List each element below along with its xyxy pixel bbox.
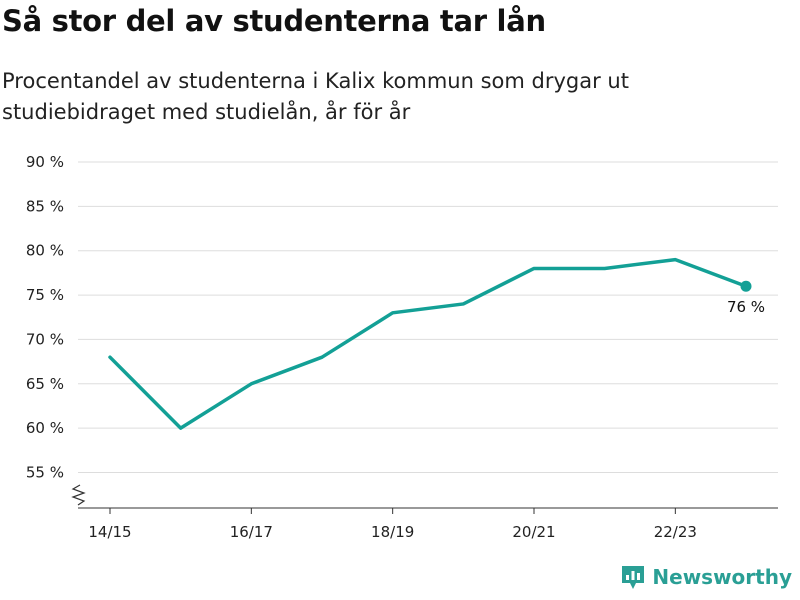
- y-tick-label-65: 65 %: [26, 375, 64, 393]
- x-axis: 14/15 16/17 18/19 20/21 22/23: [71, 484, 778, 541]
- brand-name: Newsworthy: [652, 565, 792, 589]
- last-point-label: 76 %: [727, 298, 765, 316]
- y-tick-label-80: 80 %: [26, 242, 64, 260]
- y-tick-label-85: 85 %: [26, 197, 64, 215]
- x-tick-label-20/21: 20/21: [512, 523, 555, 541]
- y-tick-label-70: 70 %: [26, 330, 64, 348]
- x-tick-label-18/19: 18/19: [371, 523, 414, 541]
- y-axis: 55 % 60 % 65 % 70 % 75 % 80 % 85 % 90 %: [26, 153, 64, 482]
- x-tick-label-14/15: 14/15: [88, 523, 131, 541]
- y-tick-label-75: 75 %: [26, 286, 64, 304]
- newsworthy-logo-icon: [622, 566, 645, 589]
- y-tick-label-55: 55 %: [26, 464, 64, 482]
- y-tick-label-60: 60 %: [26, 419, 64, 437]
- series-layer: 76 %: [108, 257, 765, 430]
- series-line: [108, 257, 748, 430]
- x-tick-label-16/17: 16/17: [230, 523, 273, 541]
- axis-break-marker: [71, 484, 86, 506]
- y-tick-label-90: 90 %: [26, 153, 64, 171]
- chart-title: Så stor del av studenterna tar lån: [2, 4, 546, 38]
- chart-subtitle: Procentandel av studenterna i Kalix komm…: [2, 69, 629, 124]
- x-tick-label-22/23: 22/23: [654, 523, 697, 541]
- brand-logo: Newsworthy: [620, 563, 792, 591]
- grid-lines: [78, 161, 778, 474]
- last-point-marker: [740, 280, 752, 292]
